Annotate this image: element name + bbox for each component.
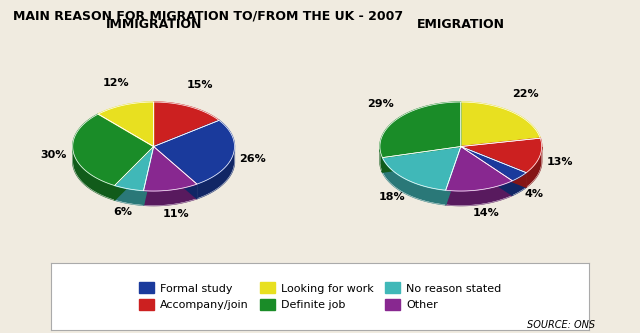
Polygon shape [461, 147, 526, 187]
Polygon shape [383, 147, 461, 172]
Title: EMIGRATION: EMIGRATION [417, 18, 505, 31]
Polygon shape [73, 148, 115, 200]
Polygon shape [461, 147, 513, 195]
Polygon shape [143, 147, 154, 205]
Polygon shape [154, 147, 197, 198]
Polygon shape [143, 147, 154, 205]
Polygon shape [461, 138, 541, 173]
Text: 12%: 12% [103, 78, 130, 88]
Polygon shape [143, 147, 197, 191]
Polygon shape [98, 102, 154, 147]
Polygon shape [115, 147, 154, 191]
Polygon shape [73, 114, 154, 185]
Polygon shape [461, 147, 513, 195]
Title: IMMIGRATION: IMMIGRATION [106, 18, 202, 31]
Polygon shape [513, 173, 526, 195]
Text: MAIN REASON FOR MIGRATION TO/FROM THE UK - 2007: MAIN REASON FOR MIGRATION TO/FROM THE UK… [13, 10, 403, 23]
Polygon shape [461, 102, 540, 147]
Polygon shape [115, 147, 154, 200]
Polygon shape [445, 147, 513, 191]
Polygon shape [154, 120, 234, 184]
Polygon shape [526, 147, 541, 187]
Text: 15%: 15% [186, 80, 212, 90]
Polygon shape [461, 147, 526, 187]
Polygon shape [380, 102, 461, 158]
Polygon shape [380, 149, 383, 172]
Polygon shape [445, 181, 513, 205]
Text: 6%: 6% [113, 207, 132, 217]
Text: SOURCE: ONS: SOURCE: ONS [527, 320, 595, 330]
Legend: Formal study, Accompany/join, Looking for work, Definite job, No reason stated, : Formal study, Accompany/join, Looking fo… [132, 276, 508, 317]
Text: 13%: 13% [546, 157, 573, 166]
Polygon shape [383, 147, 461, 172]
Polygon shape [143, 184, 197, 205]
Polygon shape [197, 149, 234, 198]
Polygon shape [445, 147, 461, 205]
Text: 14%: 14% [472, 208, 499, 218]
Text: 30%: 30% [40, 150, 67, 160]
Polygon shape [461, 147, 526, 181]
Text: 4%: 4% [525, 188, 544, 198]
Polygon shape [154, 102, 219, 147]
Text: 26%: 26% [239, 155, 266, 165]
Polygon shape [115, 185, 143, 205]
Text: 18%: 18% [378, 191, 405, 201]
Polygon shape [445, 147, 461, 205]
Text: 29%: 29% [367, 99, 394, 109]
Polygon shape [383, 147, 461, 190]
Text: 22%: 22% [512, 89, 538, 99]
Text: 11%: 11% [163, 208, 189, 218]
Polygon shape [383, 158, 445, 205]
Polygon shape [115, 147, 154, 200]
Polygon shape [154, 147, 197, 198]
